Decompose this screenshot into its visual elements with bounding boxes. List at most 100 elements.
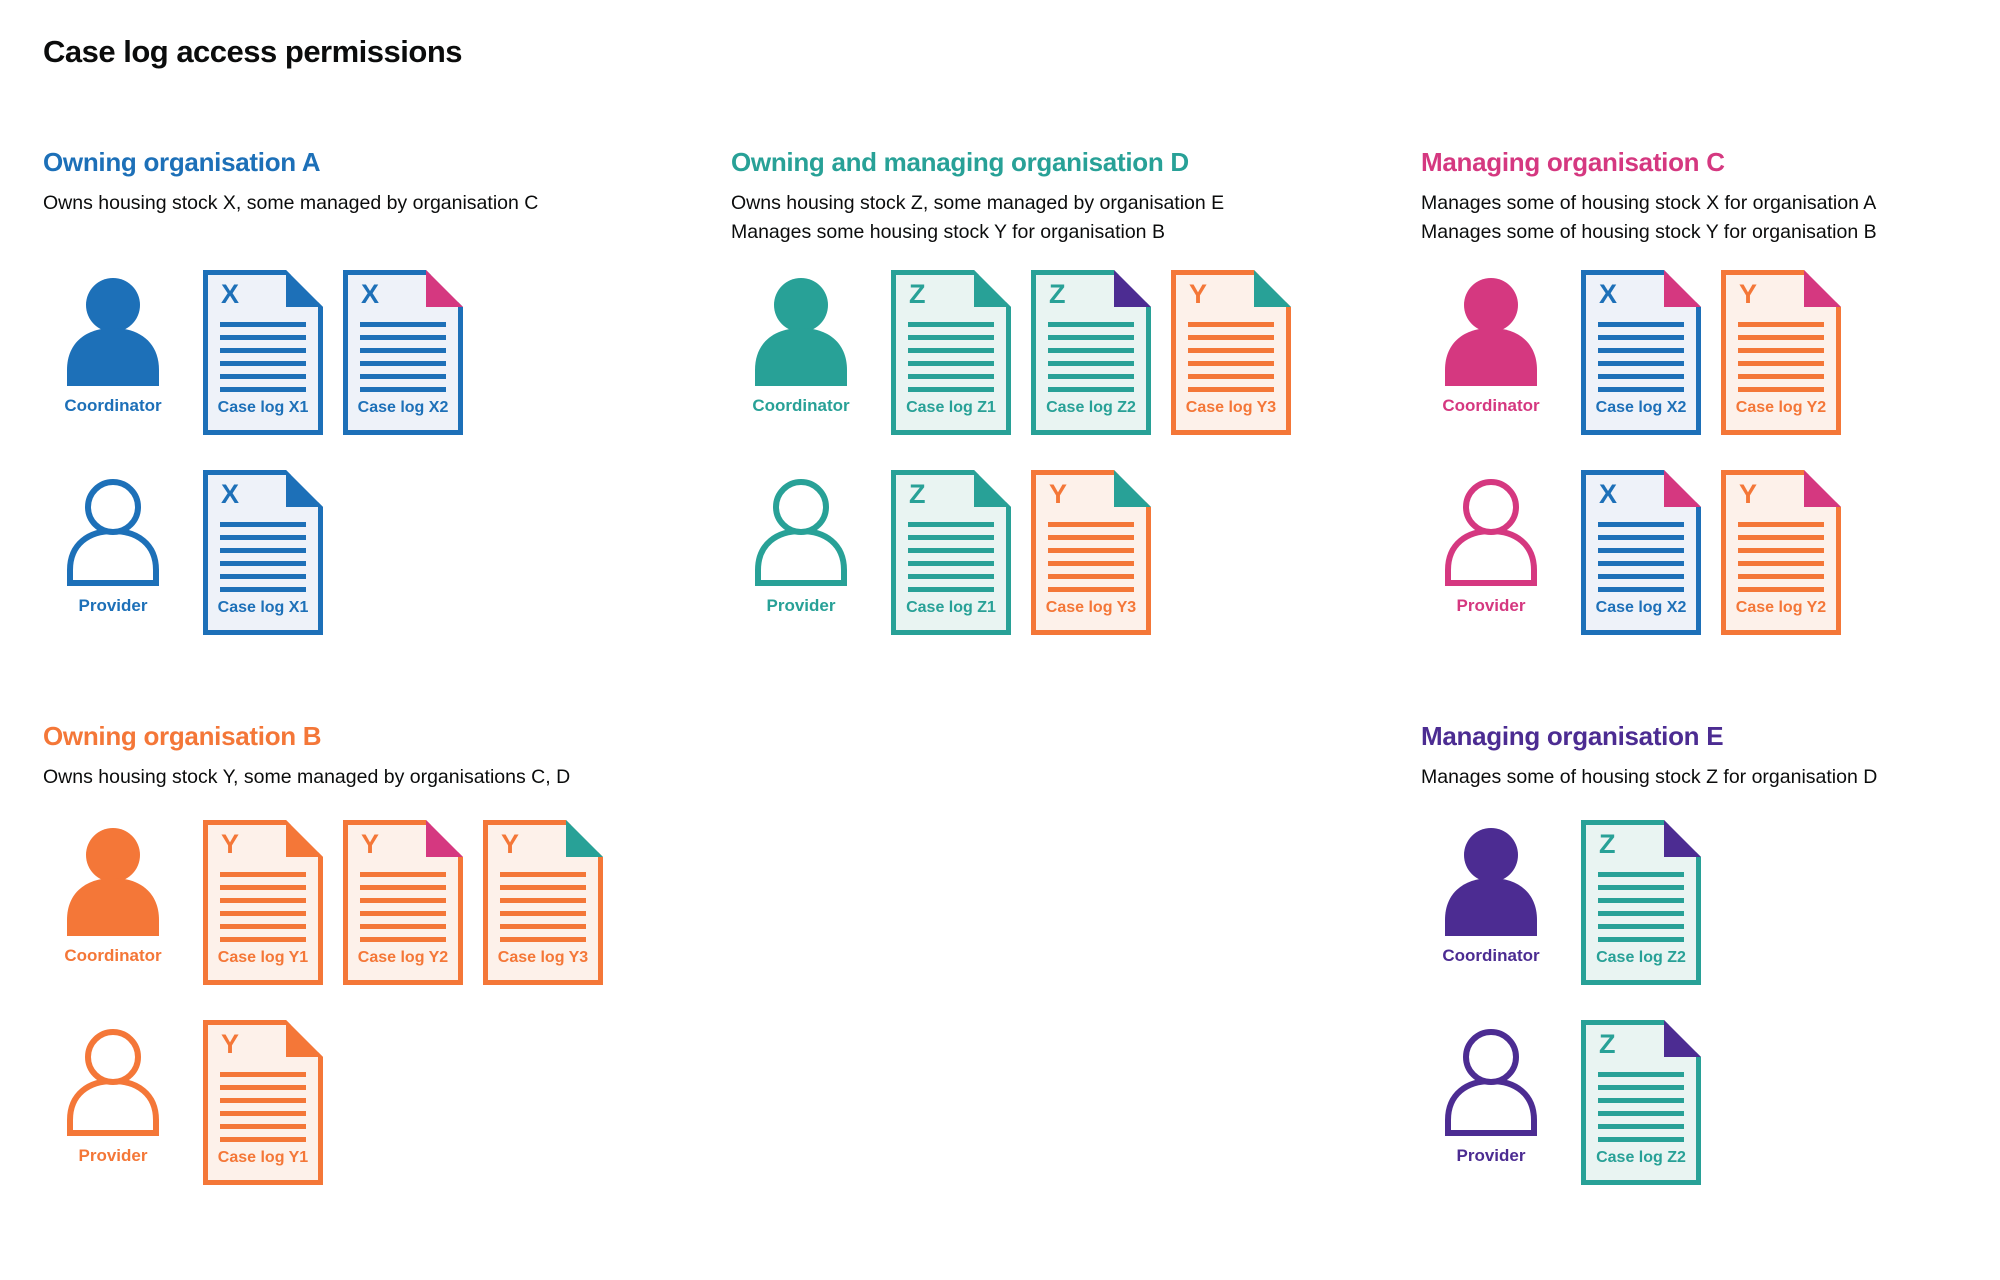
case-log-docs: Z Case log Z1 Z Case log Z2 Y Case log Y3	[891, 270, 1291, 435]
doc-stock-letter: X	[221, 479, 240, 509]
doc-text-lines	[220, 322, 306, 400]
doc-text-line	[500, 898, 586, 903]
doc-text-line	[360, 872, 446, 877]
doc-text-line	[220, 1111, 306, 1116]
doc-text-line	[1738, 374, 1824, 379]
provider-icon	[1445, 479, 1537, 586]
doc-text-line	[220, 1072, 306, 1077]
doc-text-line	[1598, 387, 1684, 392]
doc-text-line	[500, 924, 586, 929]
doc-label: Case log Y3	[1045, 599, 1137, 616]
role-row-provider: Provider X Case log X2 Y Case log Y2	[1421, 470, 1841, 635]
doc-text-line	[1188, 361, 1274, 366]
doc-text-line	[1048, 374, 1134, 379]
doc-text-line	[908, 548, 994, 553]
doc-text-lines	[1048, 322, 1134, 400]
provider-icon	[1445, 1029, 1537, 1136]
doc-label: Case log Y3	[1185, 399, 1277, 416]
doc-text-line	[1048, 335, 1134, 340]
doc-case-log-z2: Z Case log Z2	[1581, 1020, 1701, 1185]
doc-text-line	[220, 1085, 306, 1090]
doc-text-line	[1598, 574, 1684, 579]
doc-text-lines	[220, 522, 306, 600]
doc-text-line	[908, 374, 994, 379]
doc-text-lines	[1598, 522, 1684, 600]
case-log-docs: Z Case log Z2	[1581, 820, 1701, 985]
doc-text-line	[220, 885, 306, 890]
doc-text-lines	[1048, 522, 1134, 600]
doc-text-lines	[360, 322, 446, 400]
doc-label: Case log X2	[1595, 399, 1687, 416]
doc-text-line	[1738, 335, 1824, 340]
doc-case-log-y3: Y Case log Y3	[1171, 270, 1291, 435]
doc-case-log-x1: X Case log X1	[203, 470, 323, 635]
coordinator-figure: Coordinator	[1421, 270, 1561, 416]
doc-case-log-z2: Z Case log Z2	[1581, 820, 1701, 985]
coordinator-icon	[67, 828, 159, 936]
doc-text-line	[908, 387, 994, 392]
coordinator-figure: Coordinator	[43, 820, 183, 966]
case-log-docs: X Case log X2 Y Case log Y2	[1581, 470, 1841, 635]
doc-text-line	[220, 574, 306, 579]
doc-text-line	[1598, 1124, 1684, 1129]
doc-text-line	[1738, 574, 1824, 579]
doc-text-line	[1598, 1098, 1684, 1103]
provider-icon	[67, 1029, 159, 1136]
doc-stock-letter: Z	[1049, 279, 1066, 309]
doc-text-line	[500, 885, 586, 890]
doc-stock-letter: Y	[361, 829, 380, 859]
doc-text-line	[500, 911, 586, 916]
doc-text-line	[908, 322, 994, 327]
doc-text-line	[1738, 535, 1824, 540]
doc-text-line	[1048, 587, 1134, 592]
doc-text-line	[1048, 535, 1134, 540]
doc-stock-letter: X	[1599, 479, 1618, 509]
doc-case-log-y1: Y Case log Y1	[203, 1020, 323, 1185]
doc-text-line	[220, 1137, 306, 1142]
doc-case-log-z2: Z Case log Z2	[1031, 270, 1151, 435]
doc-text-line	[220, 924, 306, 929]
doc-text-line	[1738, 348, 1824, 353]
doc-stock-letter: Y	[1739, 279, 1758, 309]
doc-text-line	[1738, 387, 1824, 392]
role-label: Provider	[78, 1146, 148, 1165]
provider-icon	[67, 479, 159, 586]
doc-text-line	[1598, 322, 1684, 327]
doc-case-log-y3: Y Case log Y3	[1031, 470, 1151, 635]
doc-text-line	[500, 872, 586, 877]
doc-text-line	[908, 561, 994, 566]
doc-text-line	[1598, 1085, 1684, 1090]
doc-text-line	[360, 374, 446, 379]
doc-text-lines	[1598, 322, 1684, 400]
doc-text-line	[1598, 561, 1684, 566]
doc-label: Case log Y2	[1735, 599, 1827, 616]
doc-text-line	[1598, 1111, 1684, 1116]
doc-stock-letter: Z	[1599, 829, 1616, 859]
case-log-docs: X Case log X1	[203, 470, 323, 635]
description-line: Manages some of housing stock X for orga…	[1421, 192, 1877, 214]
doc-label: Case log Y3	[497, 949, 589, 966]
coordinator-icon	[67, 278, 159, 386]
doc-text-line	[1598, 348, 1684, 353]
doc-stock-letter: Y	[221, 829, 240, 859]
doc-text-lines	[360, 872, 446, 950]
doc-text-line	[1738, 322, 1824, 327]
doc-text-line	[1738, 587, 1824, 592]
doc-label: Case log Y1	[217, 1149, 309, 1166]
doc-case-log-y2: Y Case log Y2	[1721, 270, 1841, 435]
doc-text-line	[360, 348, 446, 353]
role-row-coordinator: Coordinator X Case log X1 X Case log X2	[43, 270, 463, 435]
doc-text-line	[1048, 522, 1134, 527]
doc-text-line	[360, 335, 446, 340]
doc-stock-letter: X	[221, 279, 240, 309]
doc-stock-letter: Y	[1189, 279, 1208, 309]
role-row-coordinator: Coordinator Z Case log Z1 Z Case log Z2 Y Case…	[731, 270, 1291, 435]
doc-text-line	[220, 898, 306, 903]
doc-text-line	[220, 937, 306, 942]
case-log-docs: X Case log X2 Y Case log Y2	[1581, 270, 1841, 435]
description-line: Owns housing stock Y, some managed by or…	[43, 766, 571, 788]
doc-label: Case log Z1	[906, 599, 996, 616]
doc-label: Case log X1	[217, 399, 309, 416]
doc-label: Case log Y1	[217, 949, 309, 966]
doc-text-line	[1598, 1137, 1684, 1142]
